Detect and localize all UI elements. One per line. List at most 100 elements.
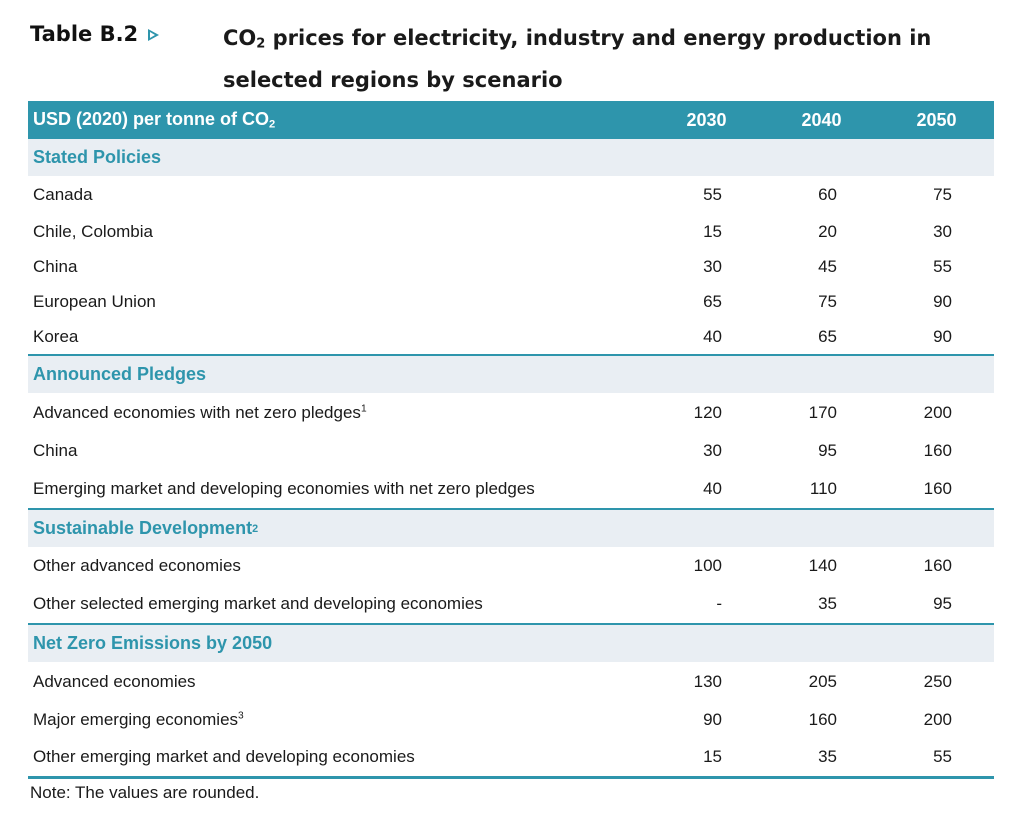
table-title-block: Table B.2 CO2 prices for electricity, in… [30,20,1000,92]
row-label: Other advanced economies [28,556,649,576]
table-bottom-rule [28,776,994,779]
section-title: Sustainable Development [33,518,253,538]
table-row: Advanced economies 130 205 250 [28,662,994,701]
caption-text-part1: CO [223,26,257,50]
footnote-marker: 3 [238,709,244,721]
table-note: Note: The values are rounded. [30,783,260,802]
section-header: Net Zero Emissions by 2050 [28,625,994,662]
unit-header-subscript: 2 [269,118,276,131]
value-cell-2050: 160 [923,440,952,460]
value-cell-2040: 20 [818,221,837,241]
value-cell-2040: 60 [818,184,837,204]
row-label: Advanced economies [28,672,649,692]
row-label-text: Other selected emerging market and devel… [33,594,483,613]
value-cell-2040: 45 [818,257,837,276]
table-row: Chile, Colombia 15 20 30 [28,213,994,250]
value-cell-2030: 90 [703,709,722,729]
value-cell-2050: 200 [923,402,952,422]
value-cell-2030: 120 [693,402,722,422]
unit-header-text: USD (2020) per tonne of CO [33,109,270,130]
section-divider [28,354,994,356]
value-cell-2040: 170 [808,402,837,422]
triangle-pointer-icon [148,29,160,41]
row-label: Korea [28,327,649,347]
table-row: Other emerging market and developing eco… [28,738,994,776]
value-cell-2050: 90 [933,291,952,311]
value-cell-2030: 30 [703,440,722,460]
value-cell-2050: 75 [933,184,952,204]
row-label-text: Korea [33,326,79,346]
caption-text-part2: prices for electricity, industry and ene… [223,26,932,93]
section-header: Stated Policies [28,139,994,176]
row-label-text: Advanced economies [33,671,196,691]
value-cell-2030: 100 [693,556,722,575]
value-cell-2050: 30 [933,221,952,241]
table-row: China 30 45 55 [28,250,994,284]
value-cell-2050: 160 [923,478,952,498]
table-number-text: Table B.2 [30,22,139,46]
value-cell-2040: 35 [818,594,837,613]
section-title: Net Zero Emissions by 2050 [33,633,273,653]
table-caption: CO2 prices for electricity, industry and… [223,20,963,98]
value-cell-2050: 55 [933,747,952,766]
year-header-2040: 2040 [801,109,842,130]
value-cell-2030: 30 [703,257,722,276]
row-label: Major emerging economies3 [28,710,649,730]
table-row: Other advanced economies 100 140 160 [28,547,994,585]
value-cell-2040: 75 [818,291,837,311]
value-cell-2030: 15 [703,221,722,241]
row-label-text: Advanced economies with net zero pledges [33,402,361,422]
section-header: Sustainable Development 2 [28,510,994,547]
table-row: Korea 40 65 90 [28,319,994,354]
value-cell-2050: 160 [923,556,952,575]
row-label: European Union [28,292,649,312]
row-label: Advanced economies with net zero pledges… [28,403,649,423]
value-cell-2040: 95 [818,440,837,460]
table-row: China 30 95 160 [28,432,994,469]
row-label: Other emerging market and developing eco… [28,747,649,767]
value-cell-2030: 65 [703,291,722,311]
table-row: Emerging market and developing economies… [28,469,994,508]
table-row: Other selected emerging market and devel… [28,585,994,623]
value-cell-2040: 110 [809,478,837,498]
row-label-text: China [33,440,78,460]
footnote-marker: 1 [360,402,367,414]
section-divider [28,508,994,510]
table-row: Canada 55 60 75 [28,176,994,213]
footnote-marker: 2 [252,522,259,535]
table-row: Major emerging economies3 90 160 200 [28,701,994,738]
row-label-text: European Union [33,291,156,311]
row-label-text: Major emerging economies [33,709,239,729]
value-cell-2030: 40 [703,478,722,498]
row-label: China [28,441,649,461]
value-cell-2030: - [716,594,722,613]
co2-price-table: USD (2020) per tonne of CO2 2030 2040 20… [28,101,994,779]
section-divider [28,623,994,625]
row-label-text: Canada [33,184,93,204]
value-cell-2050: 95 [933,594,952,613]
row-label-text: Other emerging market and developing eco… [33,747,415,766]
value-cell-2050: 90 [933,326,952,346]
value-cell-2050: 250 [923,671,952,691]
row-label: Other selected emerging market and devel… [28,594,649,614]
year-header-2050: 2050 [916,109,957,130]
value-cell-2040: 65 [818,326,837,346]
table-body: Stated Policies Canada 55 60 75 Chile, Colomb… [28,139,994,776]
section-title: Stated Policies [33,147,162,167]
value-cell-2050: 200 [923,709,952,729]
section-header: Announced Pledges [28,356,994,393]
value-cell-2030: 130 [693,671,722,691]
table-row: Advanced economies with net zero pledges… [28,393,994,432]
value-cell-2030: 55 [703,184,722,204]
value-cell-2030: 15 [703,747,722,766]
value-cell-2030: 40 [703,326,722,346]
row-label: China [28,257,649,277]
value-cell-2040: 205 [808,671,837,691]
table-header-row: USD (2020) per tonne of CO2 2030 2040 20… [28,101,994,139]
value-cell-2040: 160 [808,709,837,729]
year-header-2030: 2030 [686,109,727,130]
section-title: Announced Pledges [33,364,207,384]
row-label-text: Chile, Colombia [33,221,153,241]
table-number: Table B.2 [30,22,160,46]
value-cell-2040: 140 [808,556,837,575]
